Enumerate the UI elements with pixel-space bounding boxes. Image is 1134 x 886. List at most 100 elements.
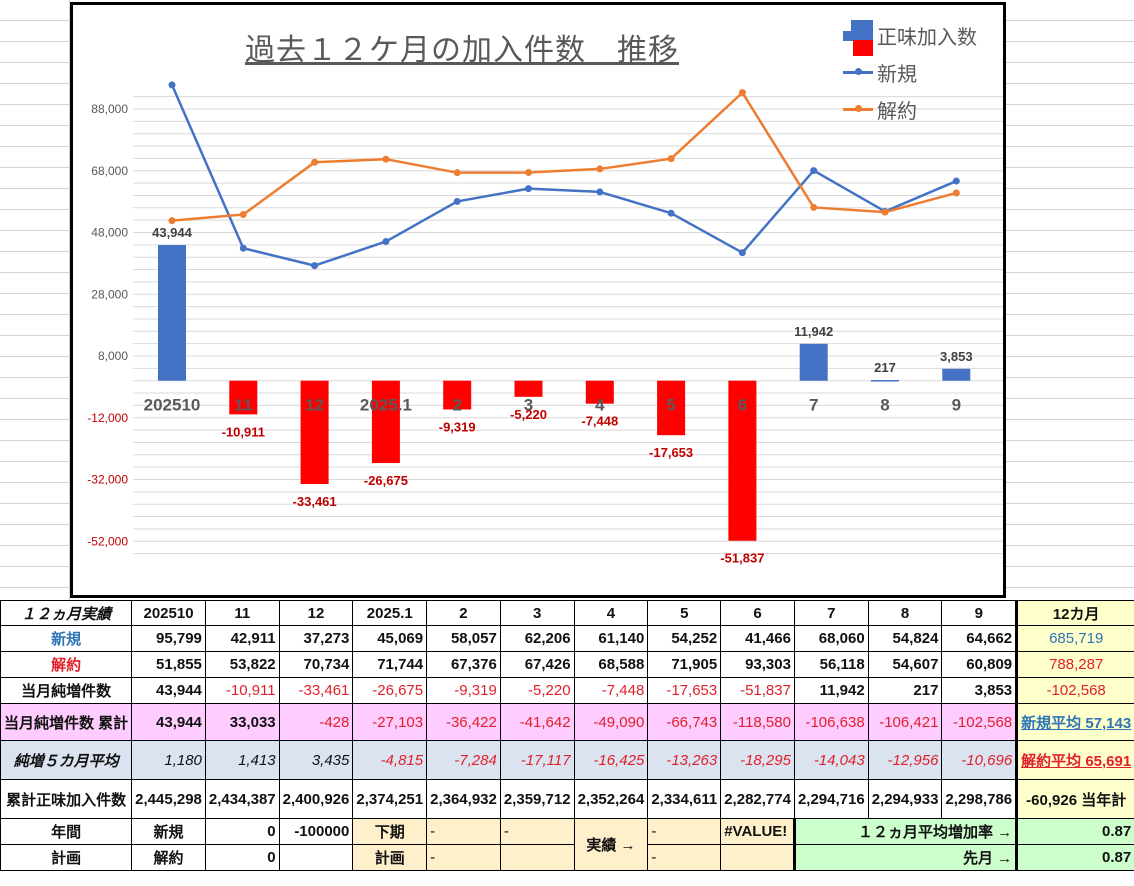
cell[interactable]: -49,090 xyxy=(573,703,649,741)
cell[interactable]: -10,911 xyxy=(204,677,280,704)
cell[interactable]: 43,944 xyxy=(131,677,206,704)
cell[interactable]: 2,359,712 xyxy=(499,779,575,819)
annual-label[interactable]: 計画 xyxy=(0,844,133,871)
cell[interactable]: 3,853 xyxy=(941,677,1018,704)
total-header[interactable]: 12カ月 xyxy=(1015,600,1134,626)
cell[interactable]: -7,448 xyxy=(573,677,649,704)
last-month-label[interactable]: 先月 → xyxy=(792,844,1018,871)
header-label[interactable]: １２ヵ月実績 xyxy=(0,600,133,626)
cell[interactable]: 53,822 xyxy=(204,651,280,678)
month-header[interactable]: 7 xyxy=(793,600,869,626)
actual-cell[interactable]: - xyxy=(647,844,722,871)
last-month-value[interactable]: 0.87 xyxy=(1015,844,1134,871)
cell[interactable]: 2,400,926 xyxy=(278,779,354,819)
cell[interactable]: 70,734 xyxy=(278,651,354,678)
cell[interactable]: 1,413 xyxy=(204,740,280,780)
plan-cancel-value[interactable]: 0 xyxy=(204,844,280,871)
empty-cell[interactable] xyxy=(278,844,354,871)
month-header[interactable]: 8 xyxy=(867,600,943,626)
cell[interactable]: 3,435 xyxy=(278,740,354,780)
cell[interactable]: 217 xyxy=(867,677,943,704)
month-header[interactable]: 2 xyxy=(426,600,501,626)
cell[interactable]: 93,303 xyxy=(720,651,795,678)
month-header[interactable]: 3 xyxy=(499,600,575,626)
cell[interactable]: -4,815 xyxy=(352,740,428,780)
cell[interactable]: 58,057 xyxy=(426,625,501,652)
empty-cell[interactable] xyxy=(499,844,575,871)
cell[interactable]: 67,376 xyxy=(426,651,501,678)
month-header[interactable]: 9 xyxy=(941,600,1018,626)
cell[interactable]: -106,421 xyxy=(867,703,943,741)
cell[interactable]: 61,140 xyxy=(573,625,649,652)
cell[interactable]: 67,426 xyxy=(499,651,575,678)
month-header[interactable]: 2025.1 xyxy=(352,600,428,626)
cell[interactable]: -12,956 xyxy=(867,740,943,780)
chart-area[interactable]: 88,000 68,000 48,000 28,000 8,000 -12,000 -32,… xyxy=(70,2,1006,598)
cell[interactable]: -16,425 xyxy=(573,740,649,780)
cell[interactable]: 41,466 xyxy=(720,625,795,652)
cell[interactable]: 64,662 xyxy=(941,625,1018,652)
annual-label[interactable]: 年間 xyxy=(0,818,133,845)
cell[interactable]: -18,295 xyxy=(720,740,795,780)
cell[interactable]: 45,069 xyxy=(352,625,428,652)
cell[interactable]: 68,588 xyxy=(573,651,649,678)
average-rate-label[interactable]: １２ヵ月平均増加率 → xyxy=(792,818,1018,845)
legend-item-cancel[interactable]: 解約 xyxy=(843,91,977,128)
row-label[interactable]: 累計正味加入件数 xyxy=(0,779,133,819)
cell[interactable]: -51,837 xyxy=(720,677,795,704)
cell[interactable]: -10,696 xyxy=(941,740,1018,780)
cell[interactable]: 11,942 xyxy=(793,677,869,704)
cell[interactable]: 2,434,387 xyxy=(204,779,280,819)
month-header[interactable]: 6 xyxy=(720,600,795,626)
cell[interactable]: 54,252 xyxy=(647,625,722,652)
new-average-cell[interactable]: 新規平均 57,143 xyxy=(1015,703,1134,741)
row-label[interactable]: 当月純増件数 累計 xyxy=(0,703,133,741)
total-cell[interactable]: 788,287 xyxy=(1015,651,1134,678)
cell[interactable]: 71,905 xyxy=(647,651,722,678)
chart-legend[interactable]: 正味加入数 新規 解約 xyxy=(843,17,977,128)
cell[interactable]: 42,911 xyxy=(204,625,280,652)
cell[interactable]: -102,568 xyxy=(941,703,1018,741)
cell[interactable]: 54,824 xyxy=(867,625,943,652)
cell[interactable]: -36,422 xyxy=(426,703,501,741)
cell[interactable]: 71,744 xyxy=(352,651,428,678)
cell[interactable]: -428 xyxy=(278,703,354,741)
cell[interactable]: -17,117 xyxy=(499,740,575,780)
cell[interactable]: -66,743 xyxy=(647,703,722,741)
cell[interactable]: 2,294,716 xyxy=(793,779,869,819)
cell[interactable]: 2,364,932 xyxy=(426,779,501,819)
month-header[interactable]: 12 xyxy=(278,600,354,626)
row-label[interactable]: 当月純増件数 xyxy=(0,677,133,704)
plan-cancel-label[interactable]: 解約 xyxy=(131,844,206,871)
cell[interactable]: 37,273 xyxy=(278,625,354,652)
actual-cell[interactable]: - xyxy=(647,818,722,845)
cell[interactable]: 2,298,786 xyxy=(941,779,1018,819)
year-total-cell[interactable]: -60,926 当年計 xyxy=(1015,779,1134,819)
cell[interactable]: 51,855 xyxy=(131,651,206,678)
cell[interactable]: -5,220 xyxy=(499,677,575,704)
half-label[interactable]: 計画 xyxy=(352,844,428,871)
cell[interactable]: 2,352,264 xyxy=(573,779,649,819)
row-label[interactable]: 純増５カ月平均 xyxy=(0,740,133,780)
cell[interactable]: -9,319 xyxy=(426,677,501,704)
cell[interactable]: 2,294,933 xyxy=(867,779,943,819)
cell[interactable]: -118,580 xyxy=(720,703,795,741)
cell[interactable]: 2,334,611 xyxy=(647,779,722,819)
cell[interactable]: -106,638 xyxy=(793,703,869,741)
plan-new-extra[interactable]: -100000 xyxy=(278,818,354,845)
legend-item-new[interactable]: 新規 xyxy=(843,54,977,91)
legend-item-net[interactable]: 正味加入数 xyxy=(843,17,977,56)
empty-cell[interactable] xyxy=(720,844,795,871)
row-label[interactable]: 解約 xyxy=(0,651,133,678)
average-rate-value[interactable]: 0.87 xyxy=(1015,818,1134,845)
cell[interactable]: -14,043 xyxy=(793,740,869,780)
cell[interactable]: 1,180 xyxy=(131,740,206,780)
plan-new-value[interactable]: 0 xyxy=(204,818,280,845)
cell[interactable]: 2,282,774 xyxy=(720,779,795,819)
half-plan-cell[interactable]: - xyxy=(426,844,501,871)
error-cell[interactable]: #VALUE! xyxy=(720,818,795,845)
cell[interactable]: 43,944 xyxy=(131,703,206,741)
cell[interactable]: 60,809 xyxy=(941,651,1018,678)
plan-new-label[interactable]: 新規 xyxy=(131,818,206,845)
cell[interactable]: 2,374,251 xyxy=(352,779,428,819)
